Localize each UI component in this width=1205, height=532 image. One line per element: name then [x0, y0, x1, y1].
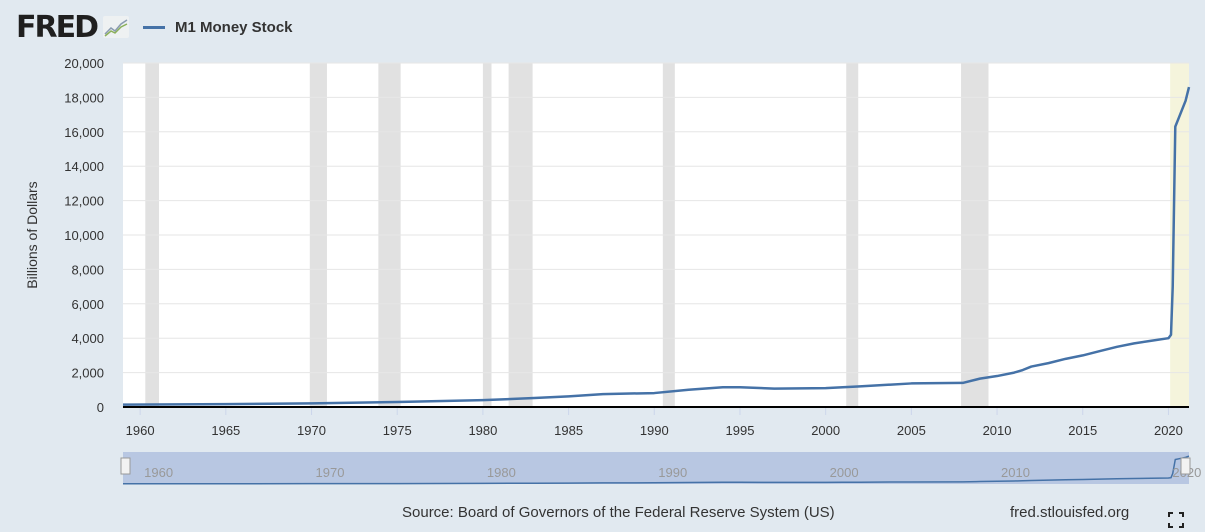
- navigator-handle[interactable]: [1180, 457, 1191, 475]
- fred-site-link[interactable]: fred.stlouisfed.org: [1010, 504, 1130, 521]
- x-tick-label: 1960: [126, 423, 155, 438]
- navigator-tick-label: 1970: [316, 465, 345, 480]
- source-note: Source: Board of Governors of the Federa…: [402, 504, 835, 521]
- y-tick-label: 14,000: [64, 159, 104, 174]
- fred-logo[interactable]: FRED: [16, 9, 99, 45]
- x-tick-label: 2010: [983, 423, 1012, 438]
- y-tick-label: 16,000: [64, 125, 104, 140]
- navigator-tick-label: 1990: [658, 465, 687, 480]
- chart-svg: 0 2,000 4,000 6,000 8,000 10,000 12,000 14,000 1…: [24, 56, 1201, 485]
- y-tick-label: 18,000: [64, 90, 104, 105]
- x-tick-label: 2005: [897, 423, 926, 438]
- y-tick-label: 4,000: [71, 331, 104, 346]
- x-tick-label: 1965: [211, 423, 240, 438]
- navigator-tick-label: 2010: [1001, 465, 1030, 480]
- y-axis-label: Billions of Dollars: [24, 181, 40, 288]
- y-tick-label: 2,000: [71, 366, 104, 381]
- x-tick-label: 1985: [554, 423, 583, 438]
- x-tick-label: 2015: [1068, 423, 1097, 438]
- navigator-handle[interactable]: [120, 457, 131, 475]
- x-tick-label: 2020: [1154, 423, 1183, 438]
- y-tick-label: 10,000: [64, 228, 104, 243]
- y-tick-label: 8,000: [71, 262, 104, 277]
- x-tick-label: 1995: [726, 423, 755, 438]
- y-tick-label: 6,000: [71, 297, 104, 312]
- x-tick-label: 1970: [297, 423, 326, 438]
- y-tick-label: 20,000: [64, 56, 104, 71]
- x-tick-label: 1980: [468, 423, 497, 438]
- chart-header: FRED M1 Money Stock: [16, 9, 293, 45]
- x-tick-label: 1975: [383, 423, 412, 438]
- series-line: [122, 86, 1191, 406]
- navigator-series: [122, 455, 1190, 485]
- legend-series-label[interactable]: M1 Money Stock: [175, 18, 293, 36]
- x-tick-label: 2000: [811, 423, 840, 438]
- expand-icon[interactable]: [1168, 512, 1184, 528]
- graph-icon: [103, 16, 129, 38]
- navigator-tick-label: 1980: [487, 465, 516, 480]
- x-tick-label: 1990: [640, 423, 669, 438]
- navigator-range: [123, 452, 1189, 484]
- navigator-tick-label: 1960: [144, 465, 173, 480]
- navigator-tick-label: 2000: [830, 465, 859, 480]
- y-tick-label: 0: [97, 400, 104, 415]
- y-tick-label: 12,000: [64, 194, 104, 209]
- legend-series-swatch: [143, 25, 165, 29]
